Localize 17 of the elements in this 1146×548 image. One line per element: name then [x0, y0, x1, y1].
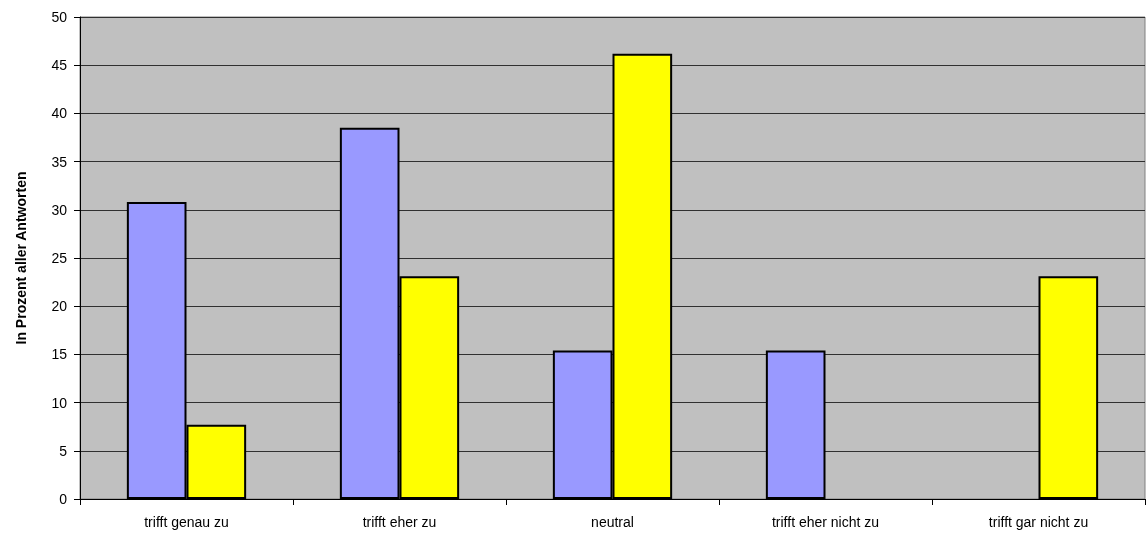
y-tick-label: 50 [51, 9, 68, 25]
y-tick-label: 10 [51, 394, 68, 411]
x-tick-label: trifft eher zu [362, 514, 437, 530]
y-tick-label: 20 [51, 298, 68, 315]
y-tick-label: 5 [59, 442, 68, 459]
x-tick-label: trifft genau zu [144, 514, 229, 530]
x-tick-label: trifft eher nicht zu [771, 514, 880, 530]
y-tick-label: 35 [51, 153, 68, 170]
y-tick-label: 15 [51, 346, 68, 363]
y-axis-title: In Prozent aller Antworten [13, 171, 29, 345]
y-tick-label: 30 [51, 201, 68, 218]
y-tick-label: 40 [51, 105, 68, 122]
y-tick-label: 45 [51, 57, 68, 74]
x-tick-label: trifft gar nicht zu [988, 514, 1089, 530]
y-tick-label: 0 [59, 491, 68, 507]
y-tick-label: 25 [51, 250, 68, 266]
x-tick-label: neutral [591, 514, 634, 530]
